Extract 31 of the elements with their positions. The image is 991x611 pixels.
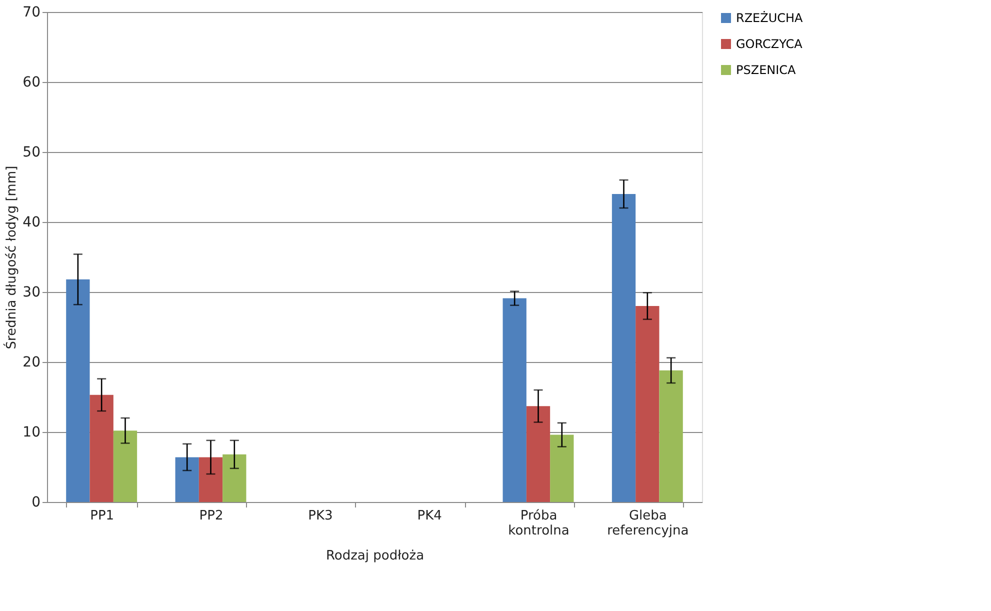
x-tick-label: Próba kontrolna [508, 508, 570, 538]
x-axis-title: Rodzaj podłoża [326, 548, 424, 564]
x-tick-label: PP1 [90, 508, 114, 524]
y-axis-title: Średnia długość łodyg [mm] [2, 166, 20, 350]
x-tick-label: PK4 [417, 508, 442, 524]
bar [502, 298, 526, 502]
bar [526, 406, 550, 502]
legend-label: GORCZYCA [736, 37, 804, 51]
y-tick-label: 70 [22, 4, 40, 20]
bar [550, 434, 574, 502]
bar [659, 370, 683, 502]
bar [175, 457, 199, 502]
y-tick-label: 40 [22, 214, 40, 230]
y-tick-label: 50 [22, 144, 40, 160]
bar [66, 279, 90, 502]
bar [90, 394, 114, 502]
y-tick-label: 20 [22, 354, 40, 370]
bar [113, 430, 138, 502]
y-tick-label: 60 [22, 74, 40, 90]
legend-label: PSZENICA [736, 63, 797, 77]
bar [612, 194, 636, 502]
y-tick-label: 10 [22, 424, 40, 440]
y-tick-label: 0 [32, 494, 40, 510]
y-tick-label: 30 [22, 284, 40, 300]
bar [636, 306, 660, 502]
bar [222, 454, 246, 502]
bar [198, 457, 223, 502]
x-tick-label: PP2 [199, 508, 224, 524]
x-tick-label: PK3 [308, 508, 333, 524]
x-tick-label: Gleba referencyjna [607, 508, 689, 538]
legend-label: RZEŻUCHA [736, 11, 804, 25]
